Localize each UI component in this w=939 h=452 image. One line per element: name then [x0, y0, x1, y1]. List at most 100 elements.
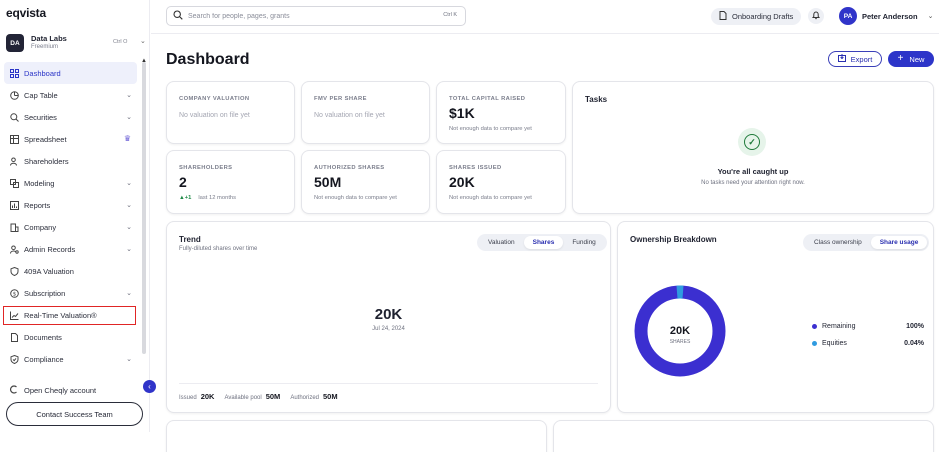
company-valuation-card[interactable]: COMPANY VALUATION No valuation on file y…	[166, 81, 295, 144]
cheqly-label: Open Cheqly account	[24, 386, 97, 395]
admin-icon	[9, 244, 19, 254]
sidebar-item-label: Documents	[24, 332, 62, 342]
sidebar: eqvista DA Data Labs Freemium Ctrl O ⌄ D…	[0, 0, 150, 432]
open-cheqly-link[interactable]: Open Cheqly account	[9, 385, 96, 396]
trend-tabs: Valuation Shares Funding	[477, 234, 607, 251]
highlight-box	[3, 306, 136, 325]
onboarding-drafts-button[interactable]: Onboarding Drafts	[711, 8, 802, 25]
legend-item-remaining: Remaining 100%	[812, 318, 924, 335]
sidebar-item-documents[interactable]: Documents	[4, 326, 137, 348]
cheqly-icon	[9, 385, 19, 396]
sidebar-item-company[interactable]: Company ⌄	[4, 216, 137, 238]
tasks-title: Tasks	[585, 95, 608, 104]
chevron-down-icon: ⌄	[126, 180, 132, 187]
org-plan: Freemium	[31, 44, 59, 50]
check-circle-icon: ✓	[738, 128, 766, 156]
ownership-breakdown-card: Ownership Breakdown Class ownership Shar…	[617, 221, 934, 413]
kpi-value: 2	[179, 174, 187, 190]
shield-icon	[9, 266, 19, 276]
available-pool-label: Available pool	[224, 395, 262, 401]
user-name: Peter Anderson	[862, 11, 918, 21]
pie-icon	[9, 90, 19, 100]
kpi-empty-text: No valuation on file yet	[179, 112, 250, 119]
donut-center-label: SHARES	[670, 339, 691, 345]
page-title: Dashboard	[166, 51, 250, 68]
trend-card: Trend Fully-diluted shares over time Val…	[166, 221, 611, 413]
notifications-button[interactable]	[808, 8, 824, 24]
search-dollar-icon	[9, 112, 19, 122]
legend-pct: 0.04%	[904, 340, 924, 347]
new-button[interactable]: + New	[888, 51, 934, 67]
sidebar-item-cap-table[interactable]: Cap Table ⌄	[4, 84, 137, 106]
sidebar-item-reports[interactable]: Reports ⌄	[4, 194, 137, 216]
scroll-up-icon[interactable]: ▲	[141, 58, 147, 64]
search-input[interactable]	[188, 12, 428, 20]
legend-item-equities: Equities 0.04%	[812, 335, 924, 352]
sidebar-item-spreadsheet[interactable]: Spreadsheet ♛	[4, 128, 137, 150]
sidebar-item-subscription[interactable]: $ Subscription ⌄	[4, 282, 137, 304]
contact-success-team-button[interactable]: Contact Success Team	[6, 402, 143, 426]
trend-footer: Issued 20K Available pool 50M Authorized 50…	[179, 392, 348, 401]
grid-icon	[9, 68, 19, 78]
kpi-label: AUTHORIZED SHARES	[314, 165, 385, 171]
sidebar-item-shareholders[interactable]: Shareholders	[4, 150, 137, 172]
org-avatar: DA	[6, 34, 24, 52]
sidebar-item-dashboard[interactable]: Dashboard	[4, 62, 137, 84]
sidebar-item-compliance[interactable]: Compliance ⌄	[4, 348, 137, 370]
model-icon	[9, 178, 19, 188]
svg-text:$: $	[12, 291, 16, 297]
org-name: Data Labs	[31, 34, 67, 43]
sidebar-item-modeling[interactable]: Modeling ⌄	[4, 172, 137, 194]
org-switcher[interactable]: DA Data Labs Freemium Ctrl O ⌄	[6, 32, 146, 54]
divider	[179, 383, 598, 384]
authorized-shares-card[interactable]: AUTHORIZED SHARES 50M Not enough data to…	[301, 150, 430, 214]
kpi-sub: Not enough data to compare yet	[314, 195, 397, 201]
tab-share-usage[interactable]: Share usage	[870, 236, 928, 249]
sidebar-item-label: Cap Table	[24, 90, 58, 100]
sidebar-item-label: Spreadsheet	[24, 134, 67, 144]
kpi-sub: last 12 months	[198, 195, 237, 201]
search-box[interactable]: Ctrl K	[166, 6, 466, 26]
eqvista-logo[interactable]: eqvista	[6, 6, 46, 20]
trend-date: Jul 24, 2024	[372, 326, 405, 332]
sidebar-item-409a-valuation[interactable]: 409A Valuation	[4, 260, 137, 282]
sidebar-item-securities[interactable]: Securities ⌄	[4, 106, 137, 128]
sidebar-item-label: Modeling	[24, 178, 55, 188]
sidebar-item-label: Real-Time Valuation®	[24, 310, 97, 320]
sidebar-item-label: Admin Records	[24, 244, 76, 254]
shield-check-icon	[9, 354, 19, 364]
collapse-sidebar-button[interactable]: ‹	[143, 380, 156, 393]
ownership-tabs: Class ownership Share usage	[803, 234, 930, 251]
legend-dot	[812, 341, 817, 346]
org-shortcut: Ctrl O	[113, 39, 128, 45]
shareholders-card[interactable]: SHAREHOLDERS 2 ▲+1 last 12 months	[166, 150, 295, 214]
shares-issued-card[interactable]: SHARES ISSUED 20K Not enough data to com…	[436, 150, 566, 214]
total-capital-raised-card[interactable]: TOTAL CAPITAL RAISED $1K Not enough data…	[436, 81, 566, 144]
kpi-sub: Not enough data to compare yet	[449, 195, 532, 201]
plus-icon: +	[897, 53, 904, 64]
document-icon	[719, 11, 727, 22]
sidebar-scrollbar[interactable]	[142, 62, 146, 354]
ownership-legend: Remaining 100% Equities 0.04%	[812, 318, 924, 352]
chevron-down-icon: ⌄	[927, 13, 934, 20]
chevron-down-icon: ⌄	[126, 356, 132, 363]
report-icon	[9, 200, 19, 210]
fmv-per-share-card[interactable]: FMV PER SHARE No valuation on file yet	[301, 81, 430, 144]
delta-badge: ▲+1	[179, 195, 192, 201]
tab-funding[interactable]: Funding	[572, 239, 596, 246]
tab-class-ownership[interactable]: Class ownership	[814, 239, 862, 246]
kpi-empty-text: No valuation on file yet	[314, 112, 385, 119]
user-menu[interactable]: PA Peter Anderson ⌄	[839, 7, 933, 25]
sidebar-item-label: 409A Valuation	[24, 266, 74, 276]
export-button[interactable]: Export	[828, 51, 882, 67]
tasks-sub: No tasks need your attention right now.	[701, 180, 805, 186]
sidebar-item-admin-records[interactable]: Admin Records ⌄	[4, 238, 137, 260]
sidebar-item-label: Reports	[24, 200, 51, 210]
tab-valuation[interactable]: Valuation	[488, 239, 515, 246]
search-shortcut: Ctrl K	[443, 12, 457, 18]
legend-pct: 100%	[906, 323, 924, 330]
sidebar-item-label: Company	[24, 222, 57, 232]
tab-shares[interactable]: Shares	[523, 236, 564, 249]
sidebar-item-real-time-valuation[interactable]: Real-Time Valuation®	[4, 304, 137, 326]
chevron-down-icon: ⌄	[126, 92, 132, 99]
